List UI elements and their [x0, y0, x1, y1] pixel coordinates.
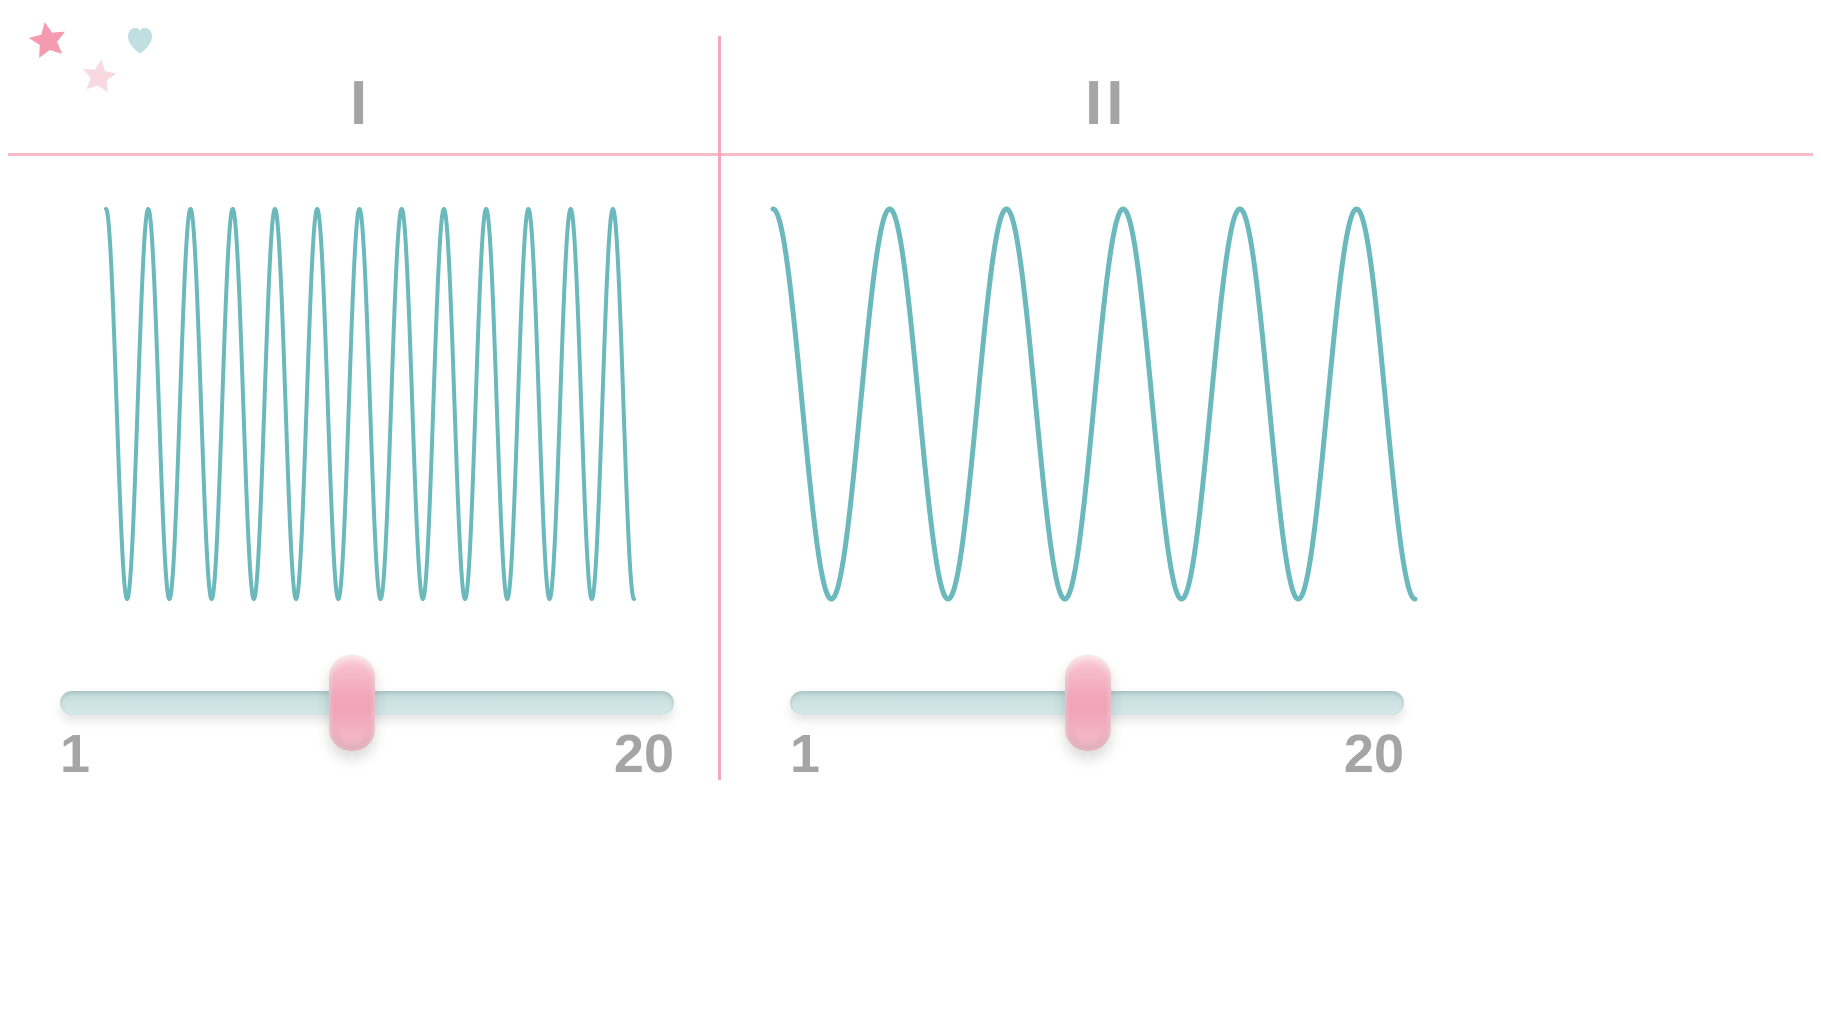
star-icon [78, 56, 120, 98]
panel-label-ii: II [1085, 68, 1127, 139]
star-icon [25, 18, 71, 64]
slider-thumb[interactable] [1065, 655, 1111, 751]
waveform-right [773, 204, 1415, 604]
heart-icon [122, 22, 158, 58]
panel-label-i: I [350, 68, 371, 139]
vertical-divider [718, 36, 721, 780]
slider-min-label: 1 [790, 723, 820, 785]
slider-thumb[interactable] [329, 655, 375, 751]
horizontal-divider [8, 153, 1813, 156]
slider-max-label: 20 [1344, 723, 1404, 785]
slider-max-label: 20 [614, 723, 674, 785]
frequency-slider-left[interactable]: 1 20 [60, 648, 674, 758]
root: I 1 20 II 1 20 [0, 0, 1821, 1024]
slider-min-label: 1 [60, 723, 90, 785]
waveform-left [106, 204, 634, 604]
frequency-slider-right[interactable]: 1 20 [790, 648, 1404, 758]
